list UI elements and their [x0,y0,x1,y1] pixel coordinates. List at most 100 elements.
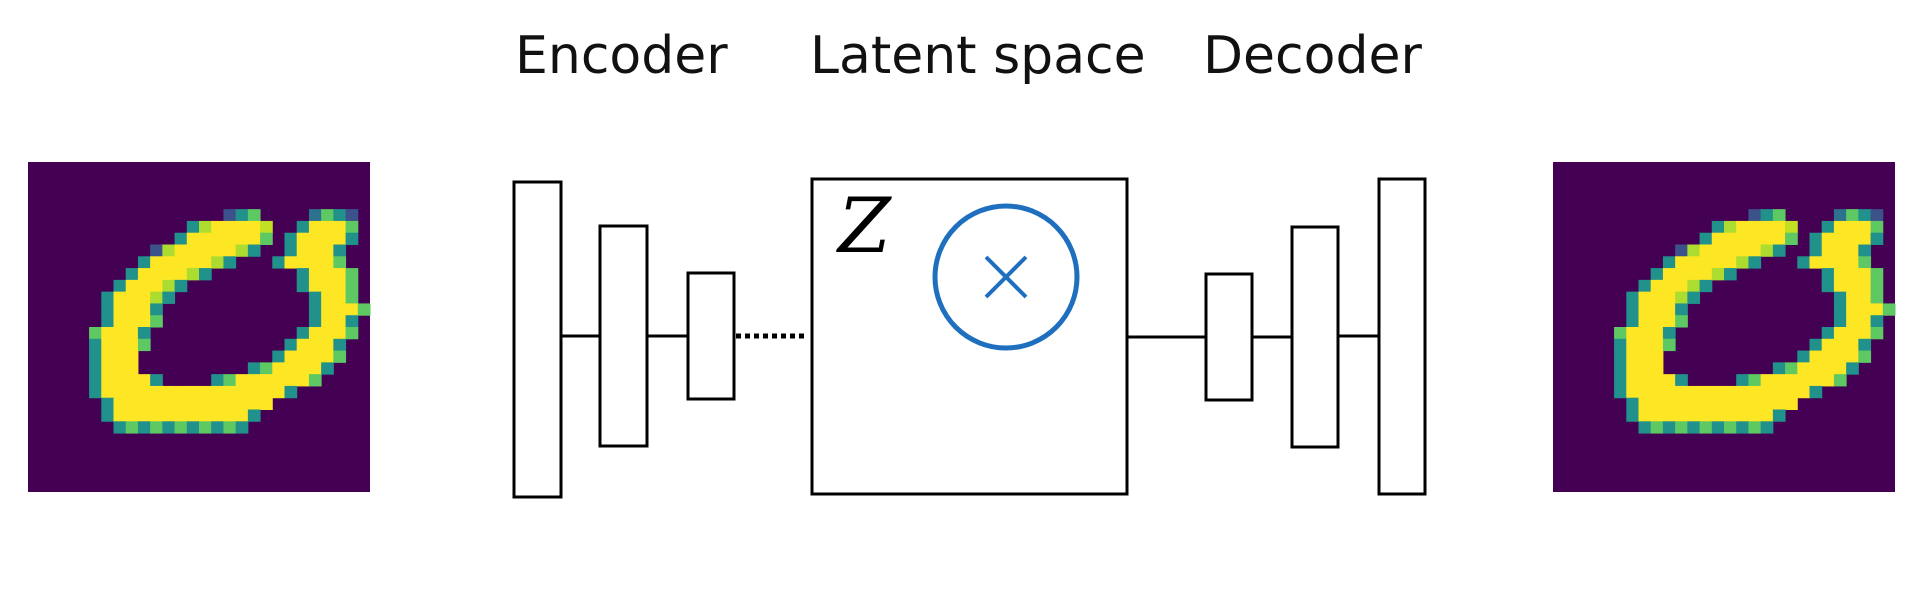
digit-pixel [260,221,273,233]
digit-pixel [223,386,236,398]
digit-pixel [1748,410,1761,422]
input-image [28,162,371,492]
digit-pixel [1748,256,1761,268]
digit-pixel [321,315,334,327]
digit-pixel [309,339,322,351]
digit-pixel [101,362,114,374]
digit-pixel [1639,398,1652,410]
digit-pixel [236,421,249,433]
digit-pixel [1810,362,1823,374]
encoder-layer-1 [514,182,561,497]
digit-pixel [297,268,310,280]
digit-pixel [150,280,163,292]
digit-pixel [150,292,163,304]
digit-pixel [1687,421,1700,433]
digit-pixel [1846,303,1859,315]
digit-pixel [1822,351,1835,363]
digit-pixel [1614,339,1627,351]
digit-pixel [285,351,298,363]
digit-pixel [321,351,334,363]
digit-pixel [1846,315,1859,327]
digit-pixel [248,398,261,410]
digit-pixel [1614,386,1627,398]
digit-pixel [309,209,322,221]
digit-pixel [1846,327,1859,339]
digit-pixel [199,398,212,410]
digit-pixel [1639,410,1652,422]
digit-pixel [138,327,151,339]
digit-pixel [1858,315,1871,327]
digit-pixel [1651,292,1664,304]
digit-pixel [1651,351,1664,363]
digit-pixel [297,374,310,386]
digit-pixel [1663,421,1676,433]
digit-pixel [175,398,188,410]
digit-pixel [150,421,163,433]
digit-pixel [1858,339,1871,351]
digit-pixel [333,221,346,233]
digit-pixel [1675,256,1688,268]
digit-pixel [199,386,212,398]
digit-pixel [1748,233,1761,245]
digit-pixel [1761,374,1774,386]
digit-pixel [211,398,224,410]
digit-pixel [1712,398,1725,410]
digit-pixel [1858,256,1871,268]
digit-pixel [101,410,114,422]
digit-pixel [223,221,236,233]
digit-pixel [1639,362,1652,374]
digit-pixel [1748,245,1761,257]
digit-pixel [1810,351,1823,363]
digit-pixel [150,398,163,410]
digit-pixel [138,386,151,398]
digit-pixel [150,245,163,257]
digit-pixel [1834,268,1847,280]
digit-pixel [114,327,127,339]
digit-pixel [1773,374,1786,386]
digit-pixel [1687,256,1700,268]
digit-pixel [1675,410,1688,422]
digit-pixel [223,256,236,268]
digit-pixel [223,398,236,410]
digit-pixel [1785,221,1798,233]
digit-pixel [260,386,273,398]
digit-pixel [101,339,114,351]
digit-pixel [333,292,346,304]
digit-pixel [297,351,310,363]
digit-pixel [1687,292,1700,304]
digit-pixel [272,256,285,268]
digit-pixel [187,245,200,257]
digit-pixel [248,233,261,245]
digit-pixel [1663,327,1676,339]
digit-pixel [1639,292,1652,304]
digit-pixel [297,245,310,257]
digit-pixel [1663,268,1676,280]
digit-pixel [175,268,188,280]
digit-pixel [1626,374,1639,386]
digit-pixel [1846,209,1859,221]
digit-pixel [272,362,285,374]
digit-pixel [1626,339,1639,351]
digit-pixel [1663,374,1676,386]
digit-pixel [1834,374,1847,386]
digit-pixel [1748,398,1761,410]
digit-pixel [114,303,127,315]
digit-pixel [1700,245,1713,257]
digit-pixel [1797,374,1810,386]
digit-pixel [1761,209,1774,221]
digit-pixel [162,421,175,433]
digit-pixel [309,327,322,339]
digit-pixel [187,221,200,233]
digit-pixel [346,303,359,315]
digit-pixel [1651,362,1664,374]
digit-pixel [248,245,261,257]
digit-pixel [1846,362,1859,374]
digit-pixel [1700,233,1713,245]
digit-pixel [1748,221,1761,233]
digit-pixel [260,374,273,386]
digit-pixel [211,421,224,433]
digit-pixel [1663,292,1676,304]
digit-pixel [346,327,359,339]
digit-pixel [211,256,224,268]
